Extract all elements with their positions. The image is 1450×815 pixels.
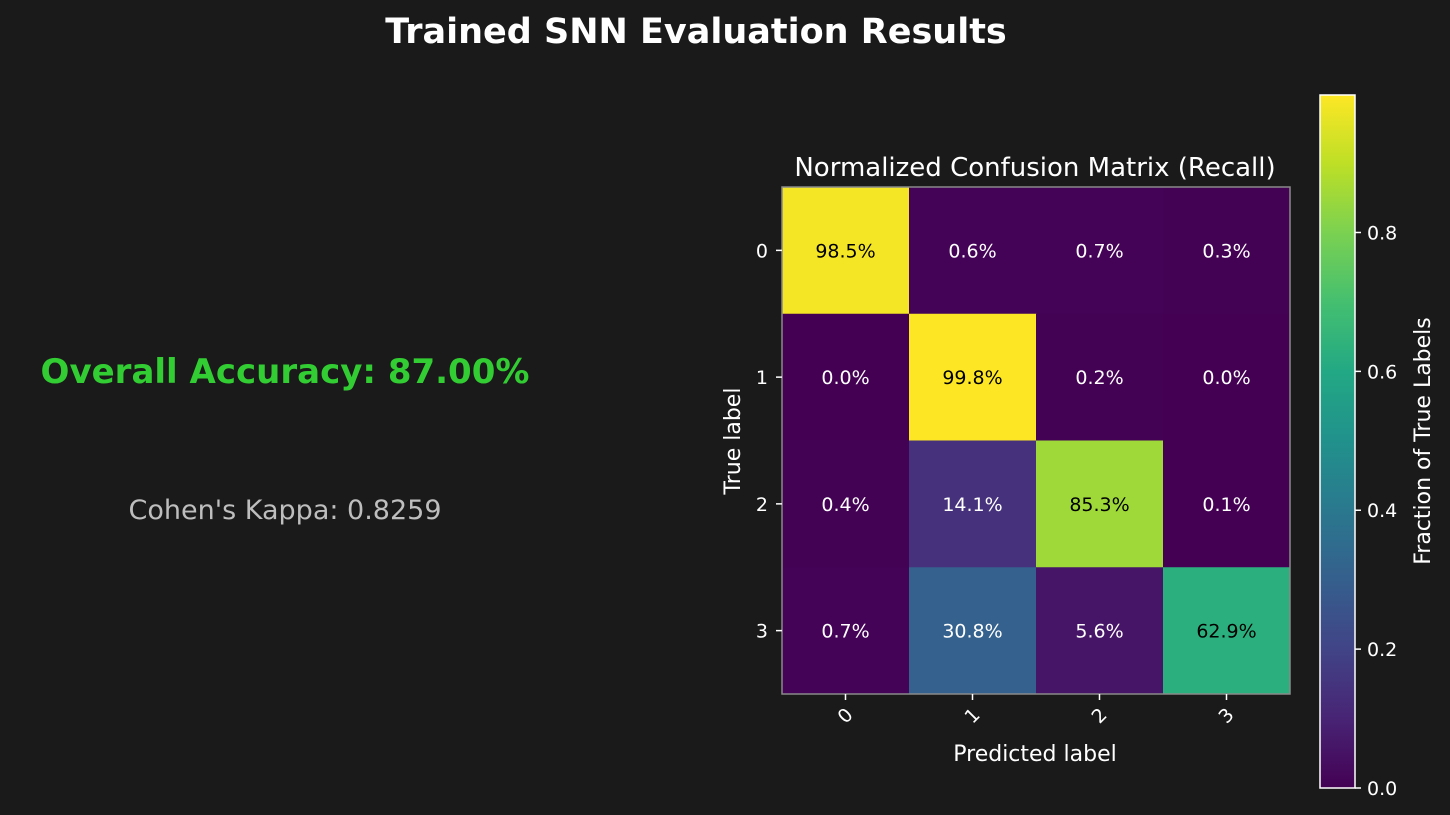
- heatmap-cell-3-3: [1163, 567, 1291, 695]
- colorbar-tick-label-1: 0.2: [1367, 639, 1397, 661]
- heatmap-cell-3-2: [1036, 567, 1164, 695]
- colorbar-tick-label-3: 0.6: [1367, 361, 1397, 383]
- heatmap-x-ticks: 0 1 2 3: [833, 694, 1239, 728]
- heatmap-cell-label-1-1: 99.8%: [942, 367, 1002, 389]
- heatmap-cell-0-1: [909, 187, 1037, 315]
- heatmap-cell-1-1: [909, 313, 1037, 441]
- heatmap-cell-label-1-2: 0.2%: [1075, 367, 1123, 389]
- heatmap-cell-label-0-2: 0.7%: [1075, 240, 1123, 262]
- figure-title: Trained SNN Evaluation Results: [385, 12, 1007, 52]
- colorbar-tick-label-0: 0.0: [1367, 778, 1397, 800]
- x-axis-label: Predicted label: [953, 742, 1116, 767]
- x-tick-label-3: 3: [1214, 704, 1238, 728]
- heatmap-cell-label-0-0: 98.5%: [815, 240, 875, 262]
- heatmap-title: Normalized Confusion Matrix (Recall): [794, 153, 1275, 183]
- heatmap-cells: [782, 187, 1291, 695]
- colorbar-ticks: 0.0 0.2 0.4 0.6 0.8: [1355, 222, 1397, 800]
- heatmap-cell-labels: 98.5% 0.6% 0.7% 0.3% 0.0% 99.8% 0.2% 0.0% 0.4% 14…: [815, 240, 1256, 642]
- heatmap-cell-2-2: [1036, 440, 1164, 568]
- heatmap-frame: [781, 186, 1291, 695]
- heatmap-cell-0-2: [1036, 187, 1164, 315]
- heatmap-cell-2-0: [782, 440, 910, 568]
- heatmap-cell-0-0: [782, 187, 910, 315]
- heatmap-cell-label-1-3: 0.0%: [1202, 367, 1250, 389]
- heatmap-cell-label-3-1: 30.8%: [942, 621, 1002, 643]
- y-tick-label-2: 2: [756, 494, 768, 516]
- heatmap-cell-label-0-1: 0.6%: [948, 240, 996, 262]
- x-tick-label-1: 1: [960, 704, 984, 728]
- overall-accuracy: Overall Accuracy: 87.00%: [41, 352, 530, 392]
- heatmap-y-ticks: 0 1 2 3: [756, 240, 782, 643]
- heatmap-cell-0-3: [1163, 187, 1291, 315]
- y-tick-label-3: 3: [756, 621, 768, 643]
- heatmap-cell-2-3: [1163, 440, 1291, 568]
- x-tick-label-2: 2: [1087, 704, 1111, 728]
- colorbar-tick-label-2: 0.4: [1367, 500, 1397, 522]
- y-tick-label-0: 0: [756, 240, 768, 262]
- heatmap-cell-label-3-0: 0.7%: [821, 621, 869, 643]
- heatmap-cell-label-2-2: 85.3%: [1069, 494, 1129, 516]
- y-tick-label-1: 1: [756, 367, 768, 389]
- heatmap-cell-1-0: [782, 313, 910, 441]
- heatmap-cell-2-1: [909, 440, 1037, 568]
- heatmap-cell-label-1-0: 0.0%: [821, 367, 869, 389]
- heatmap-cell-label-3-3: 62.9%: [1196, 621, 1256, 643]
- colorbar-label: Fraction of True Labels: [1411, 317, 1436, 565]
- heatmap-cell-label-2-1: 14.1%: [942, 494, 1002, 516]
- colorbar-tick-label-4: 0.8: [1367, 222, 1397, 244]
- heatmap-cell-1-3: [1163, 313, 1291, 441]
- y-axis-label: True label: [721, 388, 746, 496]
- heatmap-cell-1-2: [1036, 313, 1164, 441]
- x-tick-label-0: 0: [833, 704, 857, 728]
- heatmap-cell-label-0-3: 0.3%: [1202, 240, 1250, 262]
- colorbar: [1319, 94, 1356, 789]
- heatmap-cell-3-1: [909, 567, 1037, 695]
- heatmap-cell-label-2-3: 0.1%: [1202, 494, 1250, 516]
- heatmap-cell-label-2-0: 0.4%: [821, 494, 869, 516]
- heatmap-cell-3-0: [782, 567, 910, 695]
- cohens-kappa: Cohen's Kappa: 0.8259: [128, 495, 441, 526]
- heatmap-cell-label-3-2: 5.6%: [1075, 621, 1123, 643]
